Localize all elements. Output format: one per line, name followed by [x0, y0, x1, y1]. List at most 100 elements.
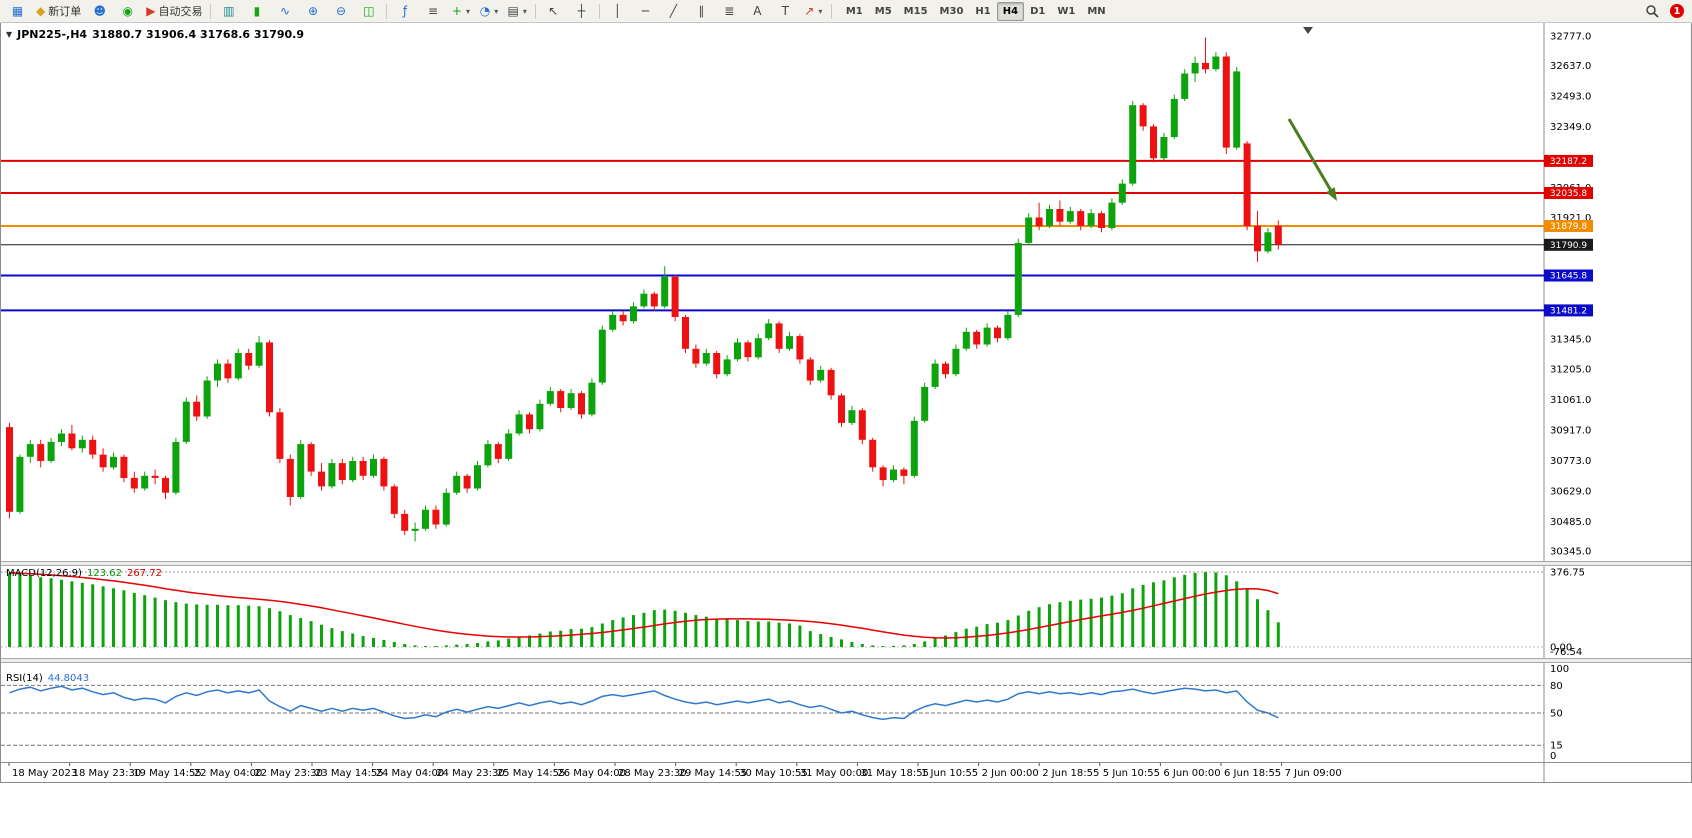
templates-icon: ▤ — [507, 4, 519, 18]
timeframe-W1[interactable]: W1 — [1057, 5, 1076, 17]
chevron-down-icon: ▾ — [522, 6, 527, 16]
timeframe-D1[interactable]: D1 — [1030, 5, 1046, 17]
text-label-button[interactable]: T — [772, 1, 799, 21]
macd-signal-line — [9, 572, 1279, 639]
add-indicator-dropdown[interactable]: + ▾ — [447, 1, 474, 21]
cursor-icon: ↖ — [548, 4, 559, 18]
toolbar-separator — [210, 3, 212, 19]
arrows-dropdown[interactable]: ↗ ▾ — [800, 1, 827, 21]
timeframe-M5[interactable]: M5 — [874, 5, 892, 17]
line-chart-button[interactable]: ∿ — [271, 1, 298, 21]
indicators-icon: ƒ — [402, 4, 408, 18]
timeframe-M1[interactable]: M1 — [845, 5, 863, 17]
new-order-button[interactable]: ◆ 新订单 — [32, 1, 85, 21]
fibonacci-button[interactable]: ≣ — [716, 1, 743, 21]
zoom-out-icon: ⊖ — [335, 4, 346, 18]
bar-chart-icon: ▥ — [223, 4, 235, 18]
timeframe-MN[interactable]: MN — [1087, 5, 1106, 17]
timeframe-H4[interactable]: H4 — [996, 1, 1025, 21]
svg-text:31205.0: 31205.0 — [1550, 364, 1591, 375]
cursor-button[interactable]: ↖ — [540, 1, 567, 21]
svg-text:30917.0: 30917.0 — [1550, 425, 1591, 436]
chevron-down-icon: ▾ — [494, 6, 499, 16]
svg-text:-76.54: -76.54 — [1550, 647, 1582, 658]
trend-arrow-annotation[interactable] — [1287, 118, 1337, 201]
zoom-in-button[interactable]: ⊕ — [299, 1, 326, 21]
svg-text:31 May 00:00: 31 May 00:00 — [800, 768, 869, 779]
panel-splitter[interactable] — [1, 658, 1691, 663]
crosshair-button[interactable]: ┼ — [568, 1, 595, 21]
search-button[interactable] — [1638, 1, 1665, 21]
notification-badge[interactable]: 1 — [1670, 4, 1684, 18]
svg-text:19 May 14:55: 19 May 14:55 — [133, 768, 202, 779]
tile-windows-button[interactable]: ◫ — [355, 1, 382, 21]
candlestick-icon: ▮ — [253, 4, 261, 18]
horizontal-line-button[interactable]: ─ — [632, 1, 659, 21]
svg-text:22 May 04:00: 22 May 04:00 — [194, 768, 263, 779]
svg-text:5 Jun 10:55: 5 Jun 10:55 — [1103, 768, 1160, 779]
profile-icon: ☻ — [93, 4, 106, 18]
svg-text:31345.0: 31345.0 — [1550, 335, 1591, 346]
new-order-label: 新订单 — [48, 5, 82, 18]
channel-button[interactable]: ∥ — [688, 1, 715, 21]
svg-text:31 May 18:55: 31 May 18:55 — [860, 768, 929, 779]
macd-canvas[interactable]: 376.75 0.00-76.54 — [1, 566, 1692, 658]
arrows-icon: ↗ — [804, 4, 815, 18]
text-button[interactable]: A — [744, 1, 771, 21]
svg-text:26 May 04:00: 26 May 04:00 — [557, 768, 626, 779]
crosshair-icon: ┼ — [577, 4, 585, 18]
main-chart-panel: 32777.032637.032493.032349.032061.031921… — [1, 23, 1691, 561]
vertical-line-button[interactable]: │ — [604, 1, 631, 21]
price-axis-ticks: 32777.032637.032493.032349.032061.031921… — [1550, 32, 1591, 558]
new-chart-button[interactable]: ▦ — [4, 1, 31, 21]
candles — [6, 37, 1282, 542]
svg-text:29 May 14:55: 29 May 14:55 — [679, 768, 748, 779]
svg-text:24 May 04:00: 24 May 04:00 — [376, 768, 445, 779]
new-chart-icon: ▦ — [11, 4, 24, 18]
timeframe-M15[interactable]: M15 — [903, 5, 928, 17]
new-order-icon: ◆ — [36, 4, 46, 18]
timeframe-H1[interactable]: H1 — [975, 5, 991, 17]
templates-dropdown[interactable]: ▤ ▾ — [503, 1, 530, 21]
auto-trade-button[interactable]: ▶ 自动交易 — [142, 1, 206, 21]
bar-chart-button[interactable]: ▥ — [215, 1, 242, 21]
channel-icon: ∥ — [698, 4, 705, 18]
line-chart-icon: ∿ — [279, 4, 290, 18]
candlestick-chart-button[interactable]: ▮ — [243, 1, 270, 21]
svg-text:32493.0: 32493.0 — [1550, 92, 1591, 103]
svg-text:23 May 14:55: 23 May 14:55 — [315, 768, 384, 779]
svg-text:2 Jun 00:00: 2 Jun 00:00 — [982, 768, 1039, 779]
fibonacci-icon: ≣ — [724, 4, 735, 18]
auto-trade-icon: ▶ — [146, 4, 156, 18]
indicators-button[interactable]: ƒ — [391, 1, 418, 21]
search-icon — [1645, 5, 1659, 18]
price-tags: 32187.2 32035.8 31879.8 31790.9 31645.8 31481… — [1544, 154, 1593, 317]
main-chart-canvas[interactable]: 32777.032637.032493.032349.032061.031921… — [1, 23, 1692, 561]
rsi-canvas[interactable]: 100 80 50 150 — [1, 663, 1692, 762]
macd-panel: 376.75 0.00 -76.54 MACD(12,26,9) 123.62 26… — [1, 566, 1691, 658]
text-icon: A — [753, 4, 762, 18]
zoom-out-button[interactable]: ⊖ — [327, 1, 354, 21]
timeframe-M30[interactable]: M30 — [939, 5, 964, 17]
level-lines[interactable] — [1, 159, 1544, 312]
rsi-line — [9, 685, 1279, 721]
periods-dropdown[interactable]: ◔ ▾ — [475, 1, 502, 21]
svg-text:31921.0: 31921.0 — [1550, 213, 1591, 224]
svg-text:32187.2: 32187.2 — [1550, 157, 1587, 167]
panel-splitter[interactable] — [1, 561, 1691, 566]
chevron-down-icon: ▾ — [818, 6, 823, 16]
chevron-down-icon: ▾ — [465, 6, 470, 16]
svg-text:30 May 10:55: 30 May 10:55 — [739, 768, 808, 779]
rsi-panel: 100 80 50 15 0 RSI(14) 44.8043 — [1, 663, 1691, 762]
community-button[interactable]: ◉ — [114, 1, 141, 21]
profile-button[interactable]: ☻ — [86, 1, 113, 21]
svg-text:30629.0: 30629.0 — [1550, 486, 1591, 497]
trendline-button[interactable]: ╱ — [660, 1, 687, 21]
toolbar-separator — [386, 3, 388, 19]
svg-text:25 May 14:55: 25 May 14:55 — [497, 768, 566, 779]
object-list-button[interactable]: ≡ — [419, 1, 446, 21]
svg-text:28 May 23:30: 28 May 23:30 — [618, 768, 687, 779]
toolbar-separator — [598, 3, 600, 19]
